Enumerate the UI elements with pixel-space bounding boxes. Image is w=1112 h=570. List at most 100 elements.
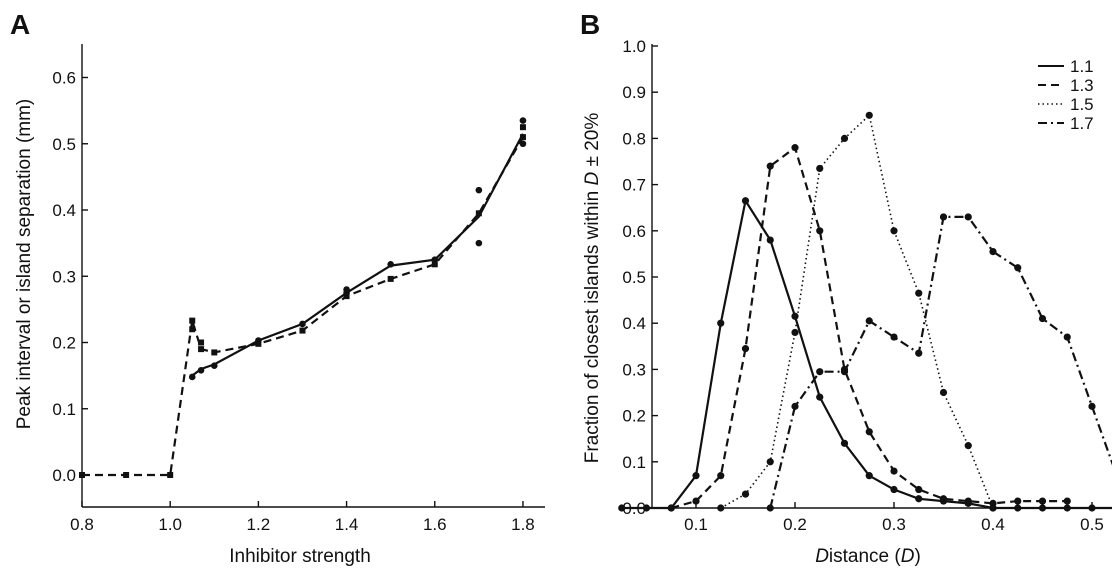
chart-b-data-point bbox=[1088, 504, 1095, 511]
chart-b-data-point bbox=[890, 486, 897, 493]
axis-title-part: istance ( bbox=[829, 546, 901, 567]
chart-b-data-point bbox=[989, 248, 996, 255]
chart-a-data-point-square bbox=[388, 276, 394, 282]
chart-b-data-point bbox=[717, 320, 724, 327]
chart-b-series-line-1-5 bbox=[721, 115, 993, 508]
chart-a-series-line-solid bbox=[192, 134, 523, 376]
chart-a-x-tick-label: 1.0 bbox=[158, 515, 182, 534]
chart-a-data-point-square bbox=[476, 210, 482, 216]
chart-a-data-point-circle bbox=[476, 187, 483, 194]
axis-title-part: D bbox=[815, 546, 829, 567]
chart-b-y-axis-title: Fraction of closest islands within D ± 2… bbox=[582, 113, 603, 464]
chart-b-legend-label-1-5: 1.5 bbox=[1070, 95, 1094, 114]
chart-b-data-point bbox=[915, 495, 922, 502]
chart-b-y-tick-label: 0.2 bbox=[622, 407, 646, 426]
chart-b-data-point bbox=[742, 345, 749, 352]
chart-b-data-point bbox=[1064, 497, 1071, 504]
chart-a-data-point-square bbox=[211, 349, 217, 355]
chart-b-data-point bbox=[767, 458, 774, 465]
chart-b-data-point bbox=[1014, 497, 1021, 504]
chart-b-data-point bbox=[816, 165, 823, 172]
axis-title-part: D bbox=[582, 172, 603, 186]
chart-b-y-tick-label: 0.5 bbox=[622, 268, 646, 287]
chart-b-y-tick-label: 0.9 bbox=[622, 83, 646, 102]
chart-a-y-tick-label: 0.3 bbox=[52, 267, 76, 286]
chart-b-data-point bbox=[940, 213, 947, 220]
chart-a-x-tick-label: 1.4 bbox=[335, 515, 359, 534]
axis-title-part: ) bbox=[914, 546, 920, 567]
chart-a-series-line-dashed bbox=[82, 137, 523, 475]
chart-b-data-point bbox=[940, 495, 947, 502]
chart-b-y-tick-label: 0.3 bbox=[622, 360, 646, 379]
chart-b-data-point bbox=[1088, 403, 1095, 410]
chart-a-data-point-square bbox=[432, 261, 438, 267]
chart-b-data-point bbox=[866, 472, 873, 479]
chart-a-y-tick-label: 0.1 bbox=[52, 400, 76, 419]
chart-a-x-tick-label: 0.8 bbox=[70, 515, 94, 534]
chart-a-data-point-square bbox=[123, 472, 129, 478]
chart-a-data-point-square bbox=[520, 134, 526, 140]
chart-b-data-point bbox=[866, 428, 873, 435]
chart-a-data-point-square bbox=[344, 293, 350, 299]
chart-b-data-point bbox=[866, 317, 873, 324]
chart-a-data-point-square bbox=[79, 472, 85, 478]
chart-a-x-tick-label: 1.6 bbox=[423, 515, 447, 534]
chart-b-legend-label-1-1: 1.1 bbox=[1070, 57, 1094, 76]
chart-a-y-tick-label: 0.6 bbox=[52, 69, 76, 88]
axis-title-part: ± 20% bbox=[582, 113, 603, 172]
chart-b-data-point bbox=[989, 504, 996, 511]
panel-letter-b: B bbox=[580, 9, 600, 40]
chart-b-data-point bbox=[890, 467, 897, 474]
chart-a-data-point-square bbox=[198, 340, 204, 346]
chart-a-y-tick-label: 0.2 bbox=[52, 334, 76, 353]
chart-b-data-point bbox=[692, 472, 699, 479]
chart-b-data-point bbox=[841, 135, 848, 142]
chart-b-x-axis-title-text: Distance (D) bbox=[815, 546, 921, 567]
chart-b-y-axis-title-text: Fraction of closest islands within D ± 2… bbox=[582, 113, 603, 464]
chart-a-data-point-circle bbox=[198, 367, 205, 374]
chart-a-x-tick-label: 1.8 bbox=[511, 515, 535, 534]
chart-b-y-tick-label: 0.4 bbox=[622, 314, 646, 333]
chart-b-data-point bbox=[1039, 497, 1046, 504]
chart-b-data-point bbox=[791, 329, 798, 336]
chart-b-data-point bbox=[717, 472, 724, 479]
chart-b-data-point bbox=[717, 504, 724, 511]
chart-b: 0.10.20.30.40.50.60.70.00.10.20.30.40.50… bbox=[618, 37, 1112, 534]
chart-a-data-point-square bbox=[299, 328, 305, 334]
chart-b-data-point bbox=[1014, 504, 1021, 511]
chart-b-data-point bbox=[643, 504, 650, 511]
chart-a-data-point-circle bbox=[520, 117, 527, 124]
chart-a-data-point-circle bbox=[299, 321, 306, 328]
chart-b-data-point bbox=[841, 440, 848, 447]
chart-b-data-point bbox=[915, 486, 922, 493]
chart-b-y-tick-label: 0.6 bbox=[622, 222, 646, 241]
chart-b-data-point bbox=[866, 112, 873, 119]
chart-b-data-point bbox=[965, 213, 972, 220]
axis-title-part: Fraction of closest islands within bbox=[582, 186, 603, 464]
chart-a-y-tick-label: 0.0 bbox=[52, 466, 76, 485]
chart-b-x-tick-label: 0.5 bbox=[1080, 515, 1104, 534]
chart-b-series-line-1-7 bbox=[770, 217, 1112, 508]
chart-b-data-point bbox=[816, 394, 823, 401]
chart-a-data-point-square bbox=[520, 124, 526, 130]
chart-b-y-tick-label: 0.1 bbox=[622, 453, 646, 472]
chart-b-data-point bbox=[915, 290, 922, 297]
chart-b-y-tick-label: 0.8 bbox=[622, 129, 646, 148]
chart-a-data-point-square bbox=[255, 341, 261, 347]
chart-b-x-axis-title: Distance (D) bbox=[815, 546, 921, 567]
chart-a-data-point-circle bbox=[343, 286, 350, 293]
chart-b-data-point bbox=[816, 368, 823, 375]
chart-b-data-point bbox=[692, 497, 699, 504]
chart-a-x-axis-title: Inhibitor strength bbox=[229, 546, 371, 567]
chart-b-data-point bbox=[940, 389, 947, 396]
chart-b-data-point bbox=[965, 497, 972, 504]
chart-a-data-point-circle bbox=[211, 362, 218, 369]
chart-b-data-point bbox=[915, 350, 922, 357]
chart-a-data-point-circle bbox=[476, 240, 483, 247]
chart-b-y-tick-label: 0.7 bbox=[622, 176, 646, 195]
chart-a-data-point-square bbox=[198, 346, 204, 352]
chart-b-data-point bbox=[791, 403, 798, 410]
chart-a-data-point-square bbox=[167, 472, 173, 478]
chart-b-data-point bbox=[742, 491, 749, 498]
